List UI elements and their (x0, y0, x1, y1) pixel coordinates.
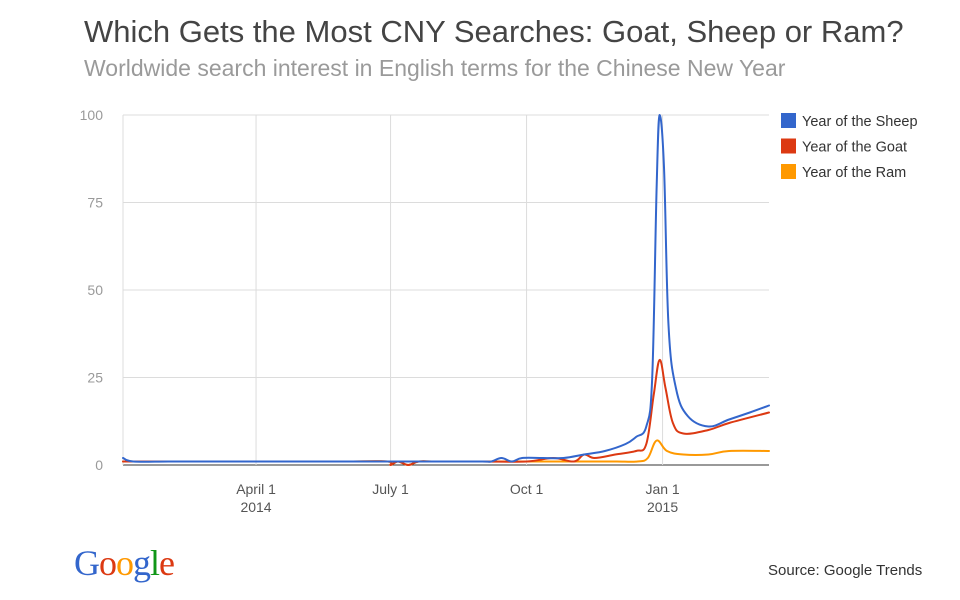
series-line-year-of-the-goat (122, 358, 770, 466)
y-tick-label: 50 (87, 282, 103, 298)
legend-swatch (781, 164, 796, 179)
x-tick-label: April 1 (236, 481, 276, 497)
x-tick-label: Oct 1 (510, 481, 544, 497)
legend-label: Year of the Goat (802, 140, 907, 156)
y-tick-label: 0 (95, 457, 103, 473)
legend-label: Year of the Ram (802, 165, 906, 181)
x-tick-label: July 1 (372, 481, 409, 497)
y-tick-label: 100 (80, 107, 104, 123)
y-tick-label: 75 (87, 195, 103, 211)
legend-label: Year of the Sheep (802, 114, 918, 130)
x-tick-label: Jan 1 (645, 481, 679, 497)
series-line-year-of-the-sheep (122, 114, 770, 463)
x-tick-year-label: 2015 (647, 499, 678, 515)
chart-title: Which Gets the Most CNY Searches: Goat, … (84, 14, 904, 49)
y-tick-label: 25 (87, 370, 103, 386)
google-logo: Google (74, 543, 175, 583)
chart-subtitle: Worldwide search interest in English ter… (84, 55, 786, 81)
legend-swatch (781, 113, 796, 128)
legend-swatch (781, 138, 796, 154)
source-note: Source: Google Trends (768, 562, 923, 579)
x-tick-year-label: 2014 (240, 499, 271, 515)
